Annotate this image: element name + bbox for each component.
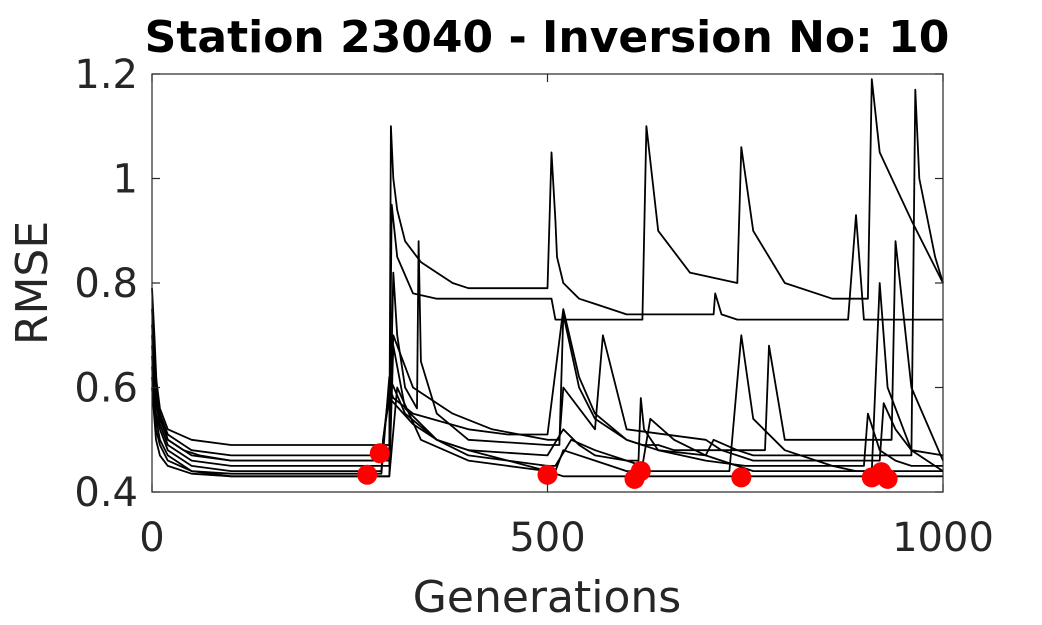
series-line-9 (151, 386, 943, 478)
y-tick-label-2: 0.8 (74, 261, 138, 307)
y-tick-label-1: 0.6 (74, 366, 138, 412)
best-marker-3 (537, 464, 558, 485)
best-marker-9 (877, 468, 898, 489)
best-marker-6 (731, 467, 752, 488)
x-tick-label-2: 1000 (892, 515, 994, 561)
y-tick-label-0: 0.4 (74, 470, 138, 516)
best-marker-5 (630, 461, 651, 482)
best-marker-1 (357, 464, 378, 485)
x-tick-label-1: 500 (509, 515, 585, 561)
y-tick-label-3: 1 (113, 157, 138, 203)
x-axis-label: Generations (413, 572, 681, 623)
series-line-5 (151, 334, 944, 467)
y-axis-label: RMSE (7, 221, 58, 345)
chart-title: Station 23040 - Inversion No: 10 (145, 12, 950, 63)
series-line-7 (151, 366, 943, 475)
best-markers (357, 443, 898, 489)
best-marker-2 (369, 443, 390, 464)
series-line-2 (151, 78, 944, 446)
y-tick-label-4: 1.2 (74, 52, 138, 98)
x-tick-label-0: 0 (139, 515, 164, 561)
series-lines (151, 78, 944, 478)
series-line-6 (151, 356, 943, 473)
axis-ticks: 0 500 1000 0.4 0.6 0.8 1 1.2 (74, 52, 994, 561)
series-line-4 (151, 240, 944, 462)
